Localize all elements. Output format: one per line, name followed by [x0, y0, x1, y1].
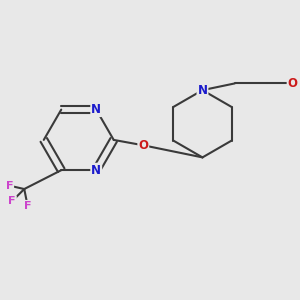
Text: N: N [197, 84, 208, 97]
Text: F: F [6, 181, 13, 191]
Text: N: N [91, 103, 101, 116]
Text: O: O [138, 139, 148, 152]
Text: O: O [288, 77, 298, 90]
Text: N: N [91, 164, 101, 177]
Text: F: F [8, 196, 16, 206]
Text: F: F [24, 201, 32, 211]
